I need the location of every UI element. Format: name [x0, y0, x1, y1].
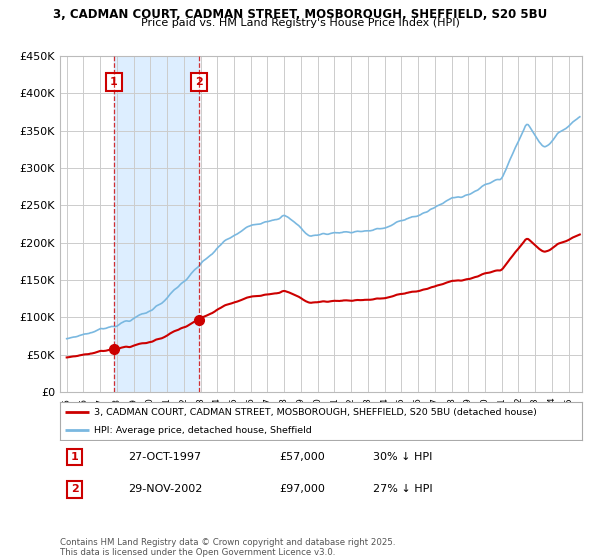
Text: 2: 2 [71, 484, 79, 494]
Text: 29-NOV-2002: 29-NOV-2002 [128, 484, 202, 494]
Text: 30% ↓ HPI: 30% ↓ HPI [373, 452, 433, 462]
Text: £57,000: £57,000 [279, 452, 325, 462]
Text: Contains HM Land Registry data © Crown copyright and database right 2025.
This d: Contains HM Land Registry data © Crown c… [60, 538, 395, 557]
Text: 3, CADMAN COURT, CADMAN STREET, MOSBOROUGH, SHEFFIELD, S20 5BU: 3, CADMAN COURT, CADMAN STREET, MOSBOROU… [53, 8, 547, 21]
Text: 3, CADMAN COURT, CADMAN STREET, MOSBOROUGH, SHEFFIELD, S20 5BU (detached house): 3, CADMAN COURT, CADMAN STREET, MOSBOROU… [94, 408, 537, 417]
Text: £97,000: £97,000 [279, 484, 325, 494]
Text: HPI: Average price, detached house, Sheffield: HPI: Average price, detached house, Shef… [94, 426, 311, 435]
Text: 1: 1 [110, 77, 118, 87]
Bar [114, 56, 199, 392]
Text: 1: 1 [71, 452, 79, 462]
Text: 27% ↓ HPI: 27% ↓ HPI [373, 484, 433, 494]
Text: Price paid vs. HM Land Registry's House Price Index (HPI): Price paid vs. HM Land Registry's House … [140, 18, 460, 29]
Text: 2: 2 [195, 77, 203, 87]
Text: 27-OCT-1997: 27-OCT-1997 [128, 452, 201, 462]
